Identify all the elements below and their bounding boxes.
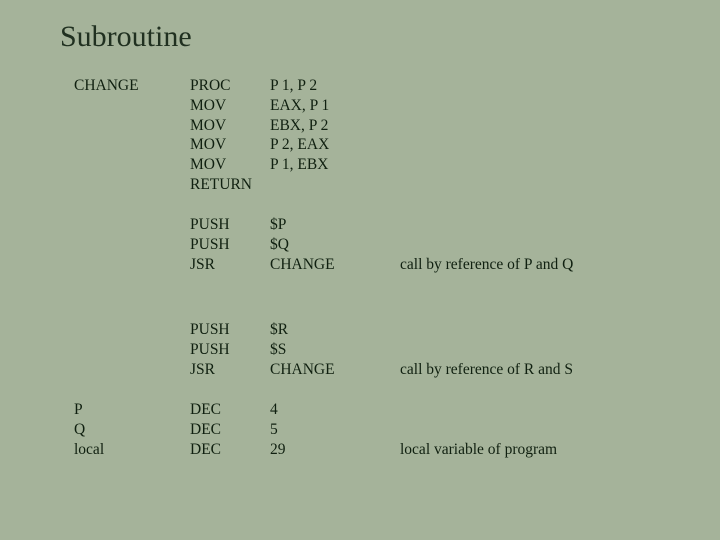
block-gap bbox=[50, 380, 670, 400]
code-comment bbox=[400, 96, 670, 116]
code-row: PUSH$R bbox=[50, 320, 670, 340]
code-comment bbox=[400, 175, 670, 195]
block-gap bbox=[50, 274, 670, 320]
code-operand: P 1, P 2 bbox=[270, 76, 400, 96]
code-label bbox=[50, 155, 190, 175]
code-operand: CHANGE bbox=[270, 360, 400, 380]
code-listing: CHANGEPROCP 1, P 2MOVEAX, P 1MOVEBX, P 2… bbox=[50, 76, 670, 459]
code-row: PUSH$S bbox=[50, 340, 670, 360]
code-operand: $P bbox=[270, 215, 400, 235]
code-row: localDEC29local variable of program bbox=[50, 440, 670, 460]
code-operand: 29 bbox=[270, 440, 400, 460]
block-gap bbox=[50, 195, 670, 215]
code-comment bbox=[400, 320, 670, 340]
slide: Subroutine CHANGEPROCP 1, P 2MOVEAX, P 1… bbox=[0, 0, 720, 540]
code-row: MOVEAX, P 1 bbox=[50, 96, 670, 116]
code-opcode: MOV bbox=[190, 135, 270, 155]
code-row: PUSH$Q bbox=[50, 235, 670, 255]
code-label: P bbox=[50, 400, 190, 420]
code-label bbox=[50, 116, 190, 136]
code-operand: $S bbox=[270, 340, 400, 360]
code-comment bbox=[400, 340, 670, 360]
code-opcode: PUSH bbox=[190, 340, 270, 360]
code-opcode: JSR bbox=[190, 360, 270, 380]
code-operand: CHANGE bbox=[270, 255, 400, 275]
code-opcode: MOV bbox=[190, 116, 270, 136]
code-row: MOVP 1, EBX bbox=[50, 155, 670, 175]
code-label bbox=[50, 255, 190, 275]
code-opcode: PUSH bbox=[190, 320, 270, 340]
code-comment bbox=[400, 116, 670, 136]
code-operand: P 2, EAX bbox=[270, 135, 400, 155]
code-opcode: MOV bbox=[190, 96, 270, 116]
code-operand: $Q bbox=[270, 235, 400, 255]
code-operand: 4 bbox=[270, 400, 400, 420]
code-row: JSRCHANGEcall by reference of P and Q bbox=[50, 255, 670, 275]
code-comment bbox=[400, 155, 670, 175]
code-row: RETURN bbox=[50, 175, 670, 195]
code-label: Q bbox=[50, 420, 190, 440]
code-label bbox=[50, 96, 190, 116]
code-comment: call by reference of R and S bbox=[400, 360, 670, 380]
code-comment bbox=[400, 215, 670, 235]
code-label: CHANGE bbox=[50, 76, 190, 96]
code-operand: EBX, P 2 bbox=[270, 116, 400, 136]
code-opcode: DEC bbox=[190, 420, 270, 440]
code-label bbox=[50, 175, 190, 195]
code-opcode: DEC bbox=[190, 400, 270, 420]
code-operand: $R bbox=[270, 320, 400, 340]
code-row: JSRCHANGEcall by reference of R and S bbox=[50, 360, 670, 380]
code-operand bbox=[270, 175, 400, 195]
code-row: QDEC5 bbox=[50, 420, 670, 440]
code-comment bbox=[400, 135, 670, 155]
code-operand: EAX, P 1 bbox=[270, 96, 400, 116]
code-opcode: PROC bbox=[190, 76, 270, 96]
code-row: MOVP 2, EAX bbox=[50, 135, 670, 155]
code-opcode: MOV bbox=[190, 155, 270, 175]
code-label bbox=[50, 235, 190, 255]
code-row: MOVEBX, P 2 bbox=[50, 116, 670, 136]
code-operand: 5 bbox=[270, 420, 400, 440]
code-label bbox=[50, 340, 190, 360]
code-label bbox=[50, 320, 190, 340]
code-label: local bbox=[50, 440, 190, 460]
code-opcode: PUSH bbox=[190, 215, 270, 235]
code-opcode: PUSH bbox=[190, 235, 270, 255]
code-label bbox=[50, 360, 190, 380]
code-operand: P 1, EBX bbox=[270, 155, 400, 175]
code-label bbox=[50, 135, 190, 155]
code-row: PDEC4 bbox=[50, 400, 670, 420]
code-comment: call by reference of P and Q bbox=[400, 255, 670, 275]
page-title: Subroutine bbox=[60, 20, 670, 54]
code-label bbox=[50, 215, 190, 235]
code-comment bbox=[400, 235, 670, 255]
code-comment bbox=[400, 420, 670, 440]
code-comment: local variable of program bbox=[400, 440, 670, 460]
code-opcode: JSR bbox=[190, 255, 270, 275]
code-opcode: DEC bbox=[190, 440, 270, 460]
code-comment bbox=[400, 76, 670, 96]
code-row: CHANGEPROCP 1, P 2 bbox=[50, 76, 670, 96]
code-comment bbox=[400, 400, 670, 420]
code-row: PUSH$P bbox=[50, 215, 670, 235]
code-opcode: RETURN bbox=[190, 175, 270, 195]
